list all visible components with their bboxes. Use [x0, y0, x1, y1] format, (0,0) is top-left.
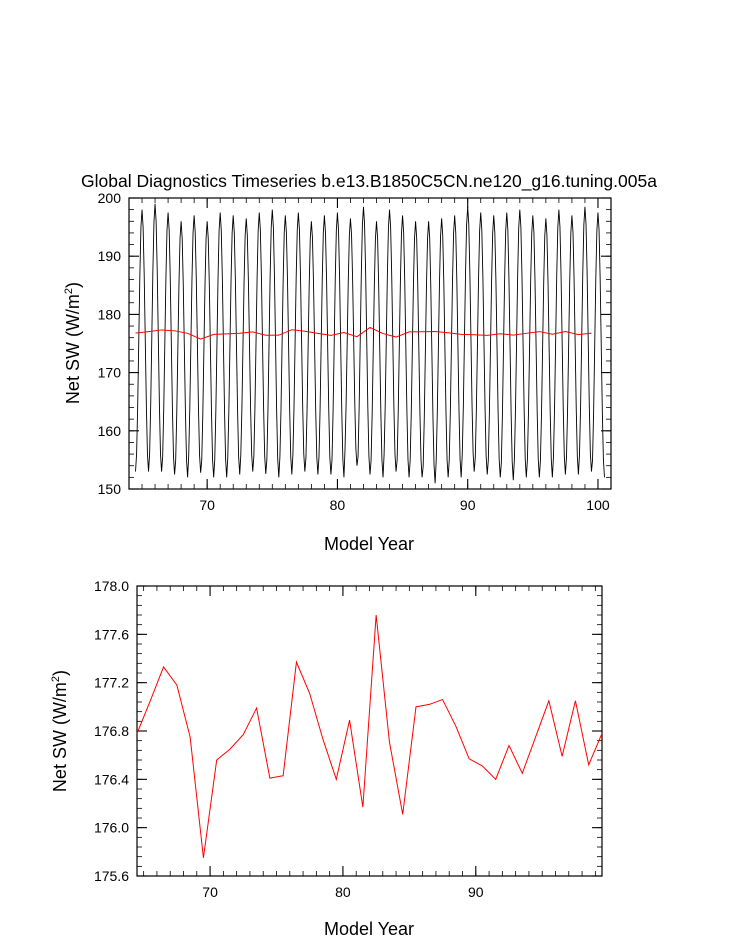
- top-chart-x-tick-label: 100: [586, 497, 610, 513]
- top-chart-ylabel: Net SW (W/m2): [63, 282, 83, 404]
- bottom-chart-x-tick-label: 70: [202, 884, 218, 900]
- top-chart-plot-frame: [128, 197, 612, 490]
- top-chart-xlabel: Model Year: [324, 534, 414, 554]
- top-chart-y-tick-label: 150: [98, 481, 122, 497]
- bottom-chart: 70 80 90 175.6 176.0 176.4 176.8 177.2 177.6 178.…: [94, 578, 603, 900]
- top-chart-y-tick-label: 160: [98, 423, 122, 439]
- bottom-chart-y-tick-label: 176.4: [94, 771, 129, 787]
- top-chart-y-tick-label: 180: [98, 306, 122, 322]
- bottom-chart-y-tick-label: 177.6: [94, 626, 129, 642]
- top-chart-annual-mean-line: [135, 326, 592, 340]
- top-chart-x-tick-label: 80: [330, 497, 346, 513]
- bottom-chart-x-tick-label: 80: [335, 884, 351, 900]
- bottom-chart-xlabel: Model Year: [324, 919, 414, 939]
- bottom-chart-x-tick-label: 90: [468, 884, 484, 900]
- bottom-chart-ylabel: Net SW (W/m2): [50, 670, 70, 792]
- bottom-chart-y-tick-label: 176.0: [94, 820, 129, 836]
- bottom-chart-series-line: [136, 614, 603, 858]
- top-chart-x-tick-label: 70: [199, 497, 215, 513]
- bottom-chart-y-tick-label: 177.2: [94, 675, 129, 691]
- top-chart: 70 80 90 100 150 160 170 180 190 200: [98, 190, 612, 513]
- bottom-chart-y-tick-label: 175.6: [94, 868, 129, 884]
- top-chart-y-tick-label: 190: [98, 248, 122, 264]
- bottom-chart-y-tick-label: 178.0: [94, 578, 129, 594]
- top-chart-y-tick-label: 170: [98, 365, 122, 381]
- top-chart-title: Global Diagnostics Timeseries b.e13.B185…: [81, 171, 657, 192]
- top-chart-x-tick-label: 90: [460, 497, 476, 513]
- top-chart-monthly-line: [135, 203, 605, 484]
- top-chart-y-tick-label: 200: [98, 190, 122, 206]
- bottom-chart-y-tick-label: 176.8: [94, 723, 129, 739]
